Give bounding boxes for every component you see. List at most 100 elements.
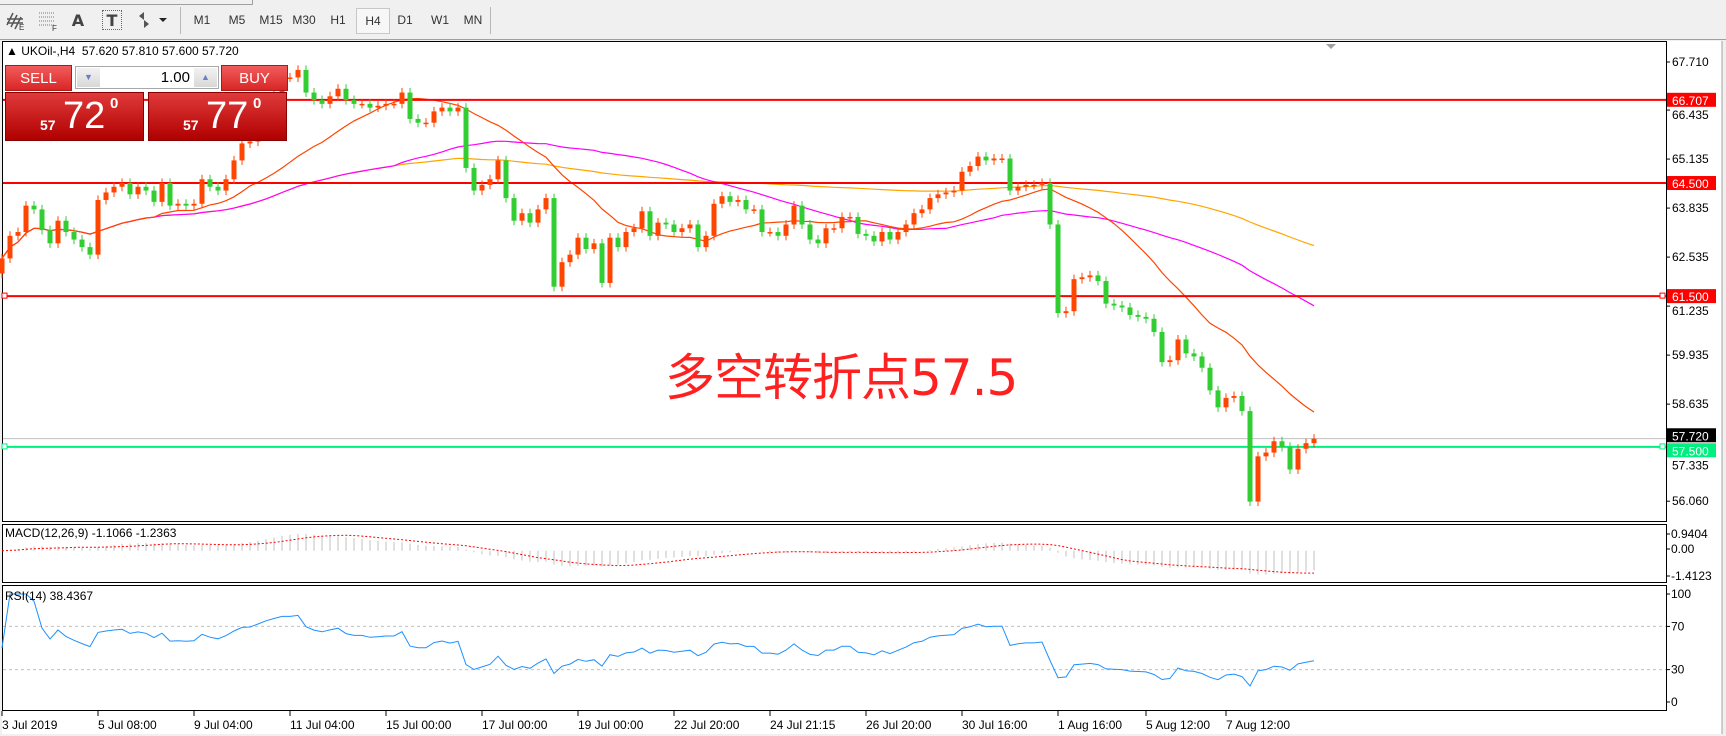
lot-size-stepper[interactable]: ▼ 1.00 ▲ <box>75 66 219 89</box>
candle-body <box>751 209 757 211</box>
candle <box>639 206 645 233</box>
macd-signal-line <box>1 534 1314 574</box>
candle <box>1111 299 1117 311</box>
current-price-tag: 57.720 <box>1672 429 1709 443</box>
candle-body <box>1023 184 1029 187</box>
candle <box>743 195 749 214</box>
candle-body <box>1279 441 1285 447</box>
candle-body <box>823 228 829 244</box>
candle <box>1007 153 1013 196</box>
candle-body <box>1103 281 1109 304</box>
text-icon[interactable]: A <box>71 10 85 30</box>
timeframe-m30-button[interactable]: M30 <box>292 13 316 27</box>
candle-body <box>991 158 997 161</box>
chart-background <box>2 41 1722 734</box>
timeframe-m5-button[interactable]: M5 <box>228 13 246 27</box>
line-anchor-handle <box>1 292 8 299</box>
buy-price-box[interactable]: 57 77 0 <box>148 92 287 141</box>
candle-body <box>327 96 333 104</box>
timeframe-m15-button[interactable]: M15 <box>259 13 283 27</box>
candle <box>871 231 877 246</box>
timeframe-h4-button[interactable]: H4 <box>356 8 390 34</box>
candle-body <box>951 190 957 193</box>
candle-body <box>551 198 557 287</box>
arrows-dropdown-icon[interactable] <box>134 8 170 32</box>
candle-body <box>351 100 357 104</box>
price-tick-label: 61.235 <box>1672 304 1709 318</box>
candle-body <box>879 232 885 242</box>
timeframe-m1-button[interactable]: M1 <box>193 13 211 27</box>
candle-body <box>175 203 181 206</box>
candle-body <box>1063 311 1069 314</box>
candle-body <box>95 199 101 255</box>
fibonacci-grid-icon[interactable]: F <box>36 8 60 32</box>
timeframe-mn-button[interactable]: MN <box>463 13 483 27</box>
candle-body <box>591 243 597 249</box>
lot-size-input[interactable]: 1.00 <box>160 69 190 86</box>
lot-decrease-button[interactable]: ▼ <box>77 68 100 87</box>
time-tick-label: 26 Jul 20:00 <box>866 718 932 732</box>
candle <box>319 95 325 109</box>
timeframe-w1-button[interactable]: W1 <box>431 13 449 27</box>
elliott-wave-icon[interactable]: E <box>4 8 28 32</box>
macd-tick-label: 0.9404 <box>1671 527 1708 541</box>
candle-body <box>367 103 373 108</box>
price-tick-label: 59.935 <box>1672 348 1709 362</box>
candle-body <box>583 237 589 249</box>
candle-body <box>711 203 717 236</box>
candle <box>1295 444 1301 475</box>
candle-body <box>1167 360 1173 363</box>
candle <box>1039 178 1045 190</box>
candle <box>751 204 757 214</box>
candle <box>663 218 669 230</box>
candle-body <box>31 205 37 210</box>
candle <box>1223 393 1229 412</box>
candle-body <box>479 184 485 191</box>
candle <box>471 163 477 196</box>
candle <box>543 193 549 214</box>
buy-button[interactable]: BUY <box>221 65 288 91</box>
candle-body <box>935 194 941 199</box>
candle-body <box>247 141 253 144</box>
candle-body <box>15 232 21 236</box>
chart-annotation-text[interactable]: 多空转折点57.5 <box>665 349 1018 407</box>
candle-body <box>127 183 133 195</box>
candle-body <box>599 243 605 283</box>
symbol-info: ▲ UKOil-,H4 57.620 57.810 57.600 57.720 <box>6 44 239 58</box>
timeframe-d1-button[interactable]: D1 <box>397 13 413 27</box>
candle <box>607 233 613 288</box>
candle-body <box>207 179 213 187</box>
candle-body <box>983 156 989 161</box>
candle-body <box>775 232 781 236</box>
candle-body <box>1079 277 1085 280</box>
candle <box>719 191 725 209</box>
sell-price-prefix: 57 <box>40 117 56 133</box>
candle <box>367 99 373 113</box>
collapse-triangle-icon[interactable]: ▲ <box>6 44 22 58</box>
candle <box>1247 406 1253 507</box>
candle <box>847 212 853 222</box>
candle-body <box>1191 353 1197 357</box>
candle-body <box>391 103 397 106</box>
sell-button[interactable]: SELL <box>5 65 72 91</box>
price-tick-label: 58.635 <box>1672 397 1709 411</box>
candle <box>303 65 309 98</box>
candle <box>807 219 813 245</box>
candle <box>215 182 221 196</box>
candle <box>223 174 229 196</box>
text-label-icon[interactable]: T <box>100 8 124 32</box>
candle <box>71 227 77 245</box>
candle-body <box>1015 186 1021 191</box>
candle-body <box>975 156 981 167</box>
candle <box>287 72 293 82</box>
candle <box>1311 434 1317 448</box>
candle-body <box>1055 224 1061 314</box>
sell-price-box[interactable]: 57 72 0 <box>5 92 144 141</box>
candle-body <box>1239 396 1245 412</box>
candle-body <box>887 232 893 240</box>
candle <box>1159 327 1165 367</box>
candle <box>391 99 397 109</box>
timeframe-h1-button[interactable]: H1 <box>330 13 346 27</box>
lot-increase-button[interactable]: ▲ <box>194 68 217 87</box>
